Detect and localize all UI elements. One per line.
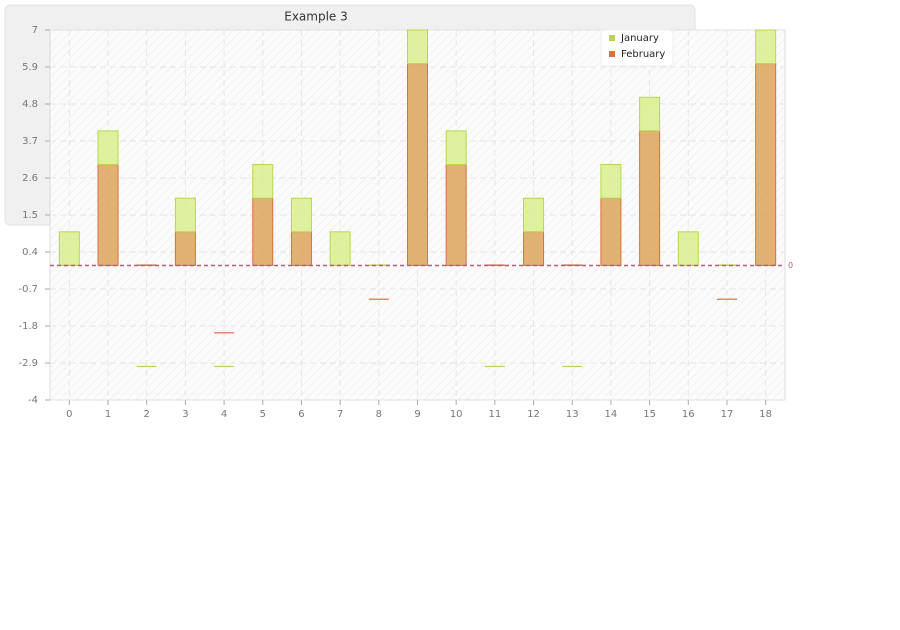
x-tick-label: 12 bbox=[527, 409, 540, 420]
bar-segment bbox=[368, 298, 389, 300]
bar-segment bbox=[407, 63, 428, 266]
bar-segment bbox=[677, 231, 699, 266]
bar-segment bbox=[755, 29, 777, 65]
x-tick-label: 11 bbox=[489, 409, 502, 420]
x-tick-label: 13 bbox=[566, 409, 579, 420]
x-tick-label: 4 bbox=[221, 409, 227, 420]
bar-segment bbox=[252, 164, 274, 199]
bar-segment bbox=[716, 264, 737, 266]
bar-segment bbox=[174, 197, 196, 233]
bar-segment bbox=[290, 197, 312, 233]
bar-segment bbox=[407, 29, 428, 65]
x-tick-label: 15 bbox=[643, 409, 656, 420]
x-tick-label: 0 bbox=[66, 409, 72, 420]
y-tick-label: -1.8 bbox=[18, 321, 38, 332]
zero-line-label: 0 bbox=[788, 261, 793, 270]
bar-segment bbox=[445, 164, 467, 266]
bar-segment bbox=[97, 164, 119, 266]
bar-segment bbox=[252, 197, 274, 266]
legend-swatch bbox=[609, 51, 615, 57]
y-tick-label: 1.5 bbox=[22, 210, 38, 221]
legend-box bbox=[600, 29, 674, 67]
bar-segment bbox=[136, 365, 157, 368]
bar-segment bbox=[58, 231, 80, 266]
y-tick-label: 3.7 bbox=[22, 136, 38, 147]
bar-segment bbox=[639, 130, 661, 266]
x-tick-label: 6 bbox=[298, 409, 304, 420]
bar-segment bbox=[174, 231, 196, 266]
legend-label: January bbox=[620, 33, 659, 44]
x-tick-label: 3 bbox=[182, 409, 188, 420]
legend-swatch bbox=[609, 35, 615, 41]
x-tick-label: 17 bbox=[721, 409, 734, 420]
bar-segment bbox=[214, 365, 235, 368]
bar-segment bbox=[562, 264, 583, 266]
bar-segment bbox=[523, 197, 545, 233]
x-tick-label: 16 bbox=[682, 409, 695, 420]
bar-segment bbox=[445, 130, 467, 166]
bar-segment bbox=[523, 231, 545, 266]
y-tick-label: 5.9 bbox=[22, 62, 38, 73]
x-tick-label: 18 bbox=[759, 409, 772, 420]
bar-segment bbox=[97, 130, 119, 166]
bar-segment bbox=[329, 231, 351, 266]
x-tick-label: 7 bbox=[337, 409, 343, 420]
x-tick-label: 9 bbox=[414, 409, 420, 420]
y-tick-label: -2.9 bbox=[18, 358, 38, 369]
x-tick-label: 1 bbox=[105, 409, 111, 420]
x-tick-label: 8 bbox=[376, 409, 382, 420]
bar-segment bbox=[755, 63, 777, 266]
legend-label: February bbox=[621, 49, 665, 60]
bar-segment bbox=[484, 365, 505, 368]
bar-segment bbox=[368, 264, 389, 266]
bar-segment bbox=[600, 164, 622, 199]
chart-title: Example 3 bbox=[284, 10, 348, 24]
y-tick-label: 0.4 bbox=[22, 247, 38, 258]
bar-segment bbox=[716, 298, 737, 300]
bar-segment bbox=[290, 231, 312, 266]
y-tick-label: 2.6 bbox=[22, 173, 38, 184]
y-tick-label: -4 bbox=[28, 395, 38, 406]
bar-segment bbox=[562, 365, 583, 368]
y-tick-label: 4.8 bbox=[22, 99, 38, 110]
y-tick-label: -0.7 bbox=[18, 284, 38, 295]
y-tick-label: 7 bbox=[32, 25, 38, 36]
bar-segment bbox=[214, 332, 235, 334]
bar-segment bbox=[136, 264, 157, 266]
bar-segment bbox=[600, 197, 622, 266]
bar-segment bbox=[639, 96, 661, 132]
x-tick-label: 10 bbox=[450, 409, 463, 420]
x-tick-label: 5 bbox=[260, 409, 266, 420]
x-tick-label: 14 bbox=[605, 409, 618, 420]
x-tick-label: 2 bbox=[144, 409, 150, 420]
